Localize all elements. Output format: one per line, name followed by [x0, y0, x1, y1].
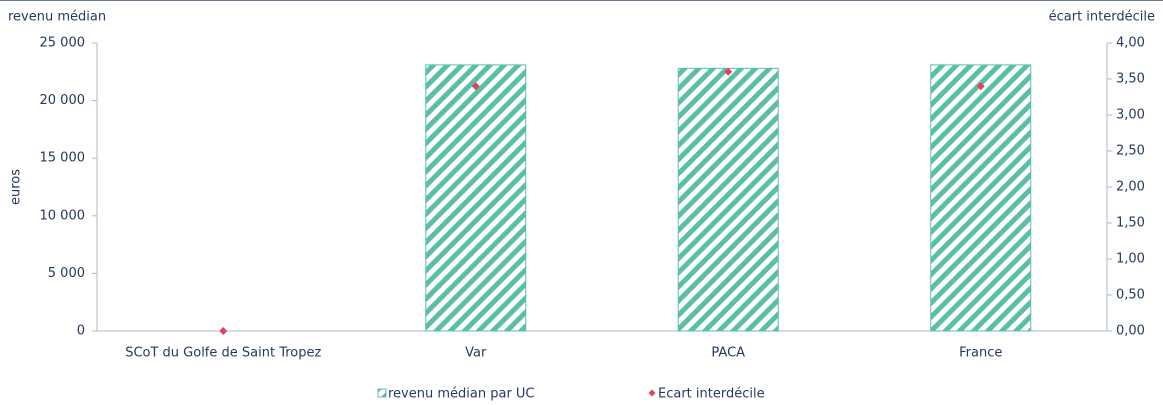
y-tick-label: 25 000	[40, 36, 86, 51]
x-tick-label: PACA	[711, 346, 745, 361]
y2-tick-label: 1,50	[1116, 216, 1145, 231]
bar	[677, 67, 779, 332]
bar	[425, 64, 527, 332]
y-tick-label: 20 000	[40, 93, 86, 108]
y2-tick-label: 3,00	[1116, 108, 1145, 123]
bar	[930, 64, 1032, 332]
marker	[976, 82, 985, 91]
y-tick-label: 15 000	[40, 151, 86, 166]
legend-label: Ecart interdécile	[658, 387, 765, 402]
y2-axis-top-label: écart interdécile	[1049, 10, 1155, 25]
x-tick-label: SCoT du Golfe de Saint Tropez	[125, 346, 321, 361]
y2-tick-label: 3,50	[1116, 72, 1145, 87]
y-tick-label: 5 000	[48, 266, 85, 281]
marker	[724, 67, 733, 76]
y2-tick-label: 4,00	[1116, 36, 1145, 51]
marker	[471, 82, 480, 91]
y2-tick-label: 2,50	[1116, 144, 1145, 159]
legend-swatch	[377, 388, 387, 398]
y-tick-label: 10 000	[40, 208, 86, 223]
legend-label: revenu médian par UC	[388, 387, 535, 402]
marker	[219, 327, 228, 335]
y-axis-top-label: revenu médian	[8, 10, 106, 25]
y-axis-label: euros	[9, 169, 24, 205]
y2-tick-label: 0,50	[1116, 288, 1145, 303]
y-tick-label: 0	[77, 324, 85, 339]
x-tick-label: France	[959, 346, 1002, 361]
y2-tick-label: 1,00	[1116, 252, 1145, 267]
y2-tick-label: 2,00	[1116, 180, 1145, 195]
legend-swatch	[648, 389, 656, 397]
y2-tick-label: 0,00	[1116, 324, 1145, 339]
x-tick-label: Var	[465, 346, 487, 361]
